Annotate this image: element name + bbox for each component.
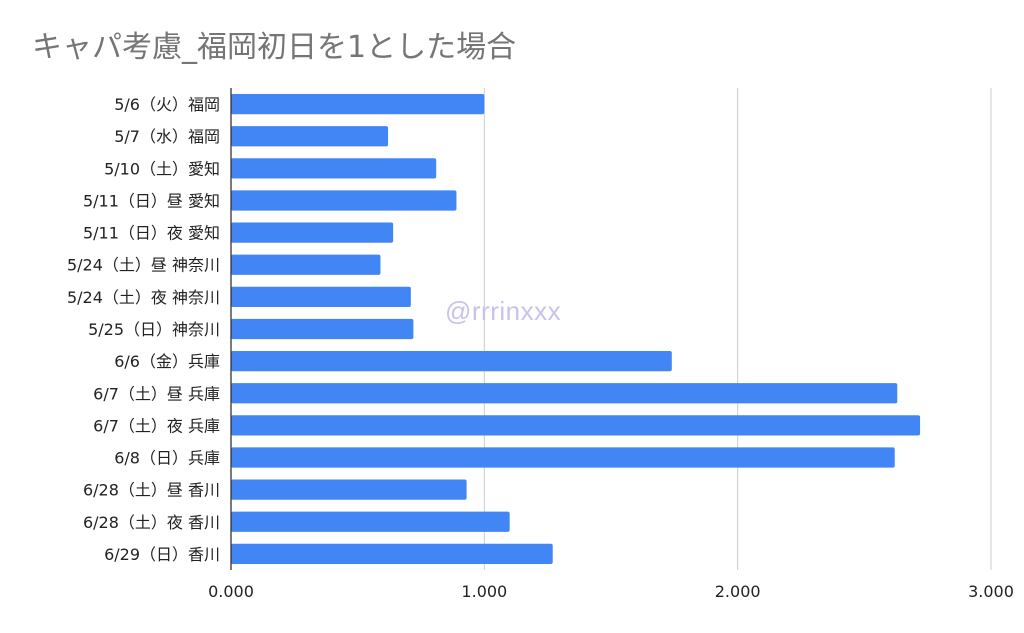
category-label: 6/28（土）夜 香川 <box>83 513 220 532</box>
bar <box>231 511 510 532</box>
bar <box>231 318 414 340</box>
category-label: 5/24（土）夜 神奈川 <box>67 288 220 307</box>
category-label: 6/8（日）兵庫 <box>114 449 220 468</box>
x-tick-label: 3.000 <box>968 582 1014 601</box>
category-label: 5/6（火）福岡 <box>114 95 220 114</box>
x-tick-label: 0.000 <box>208 582 254 601</box>
category-label: 5/25（日）神奈川 <box>88 320 220 339</box>
bar <box>231 222 394 243</box>
bar <box>231 286 411 307</box>
category-label: 6/28（土）昼 香川 <box>83 481 220 500</box>
category-label: 6/7（土）夜 兵庫 <box>93 416 220 435</box>
bar <box>231 383 898 404</box>
chart-title: キャパ考慮_福岡初日を1とした場合 <box>32 30 517 65</box>
category-label: 6/6（金）兵庫 <box>114 352 220 371</box>
bar <box>231 543 553 565</box>
bar <box>231 190 457 211</box>
bar <box>231 415 921 436</box>
bar <box>231 126 389 147</box>
category-label: 5/11（日）夜 愛知 <box>83 224 220 243</box>
x-tick-label: 2.000 <box>715 582 761 601</box>
watermark-text: @rrrinxxx <box>445 296 562 326</box>
category-label: 6/29（日）香川 <box>104 545 220 564</box>
category-label: 5/11（日）昼 愛知 <box>83 191 220 210</box>
bar <box>231 254 381 275</box>
x-tick-label: 1.000 <box>461 582 507 601</box>
bar <box>231 479 467 500</box>
category-label: 5/10（土）愛知 <box>104 159 220 178</box>
bar <box>231 93 485 115</box>
bar <box>231 351 672 372</box>
bar <box>231 158 437 179</box>
category-label: 6/7（土）昼 兵庫 <box>93 384 220 403</box>
category-label: 5/24（土）昼 神奈川 <box>67 256 220 275</box>
category-label: 5/7（水）福岡 <box>114 127 220 146</box>
bar <box>231 447 895 468</box>
